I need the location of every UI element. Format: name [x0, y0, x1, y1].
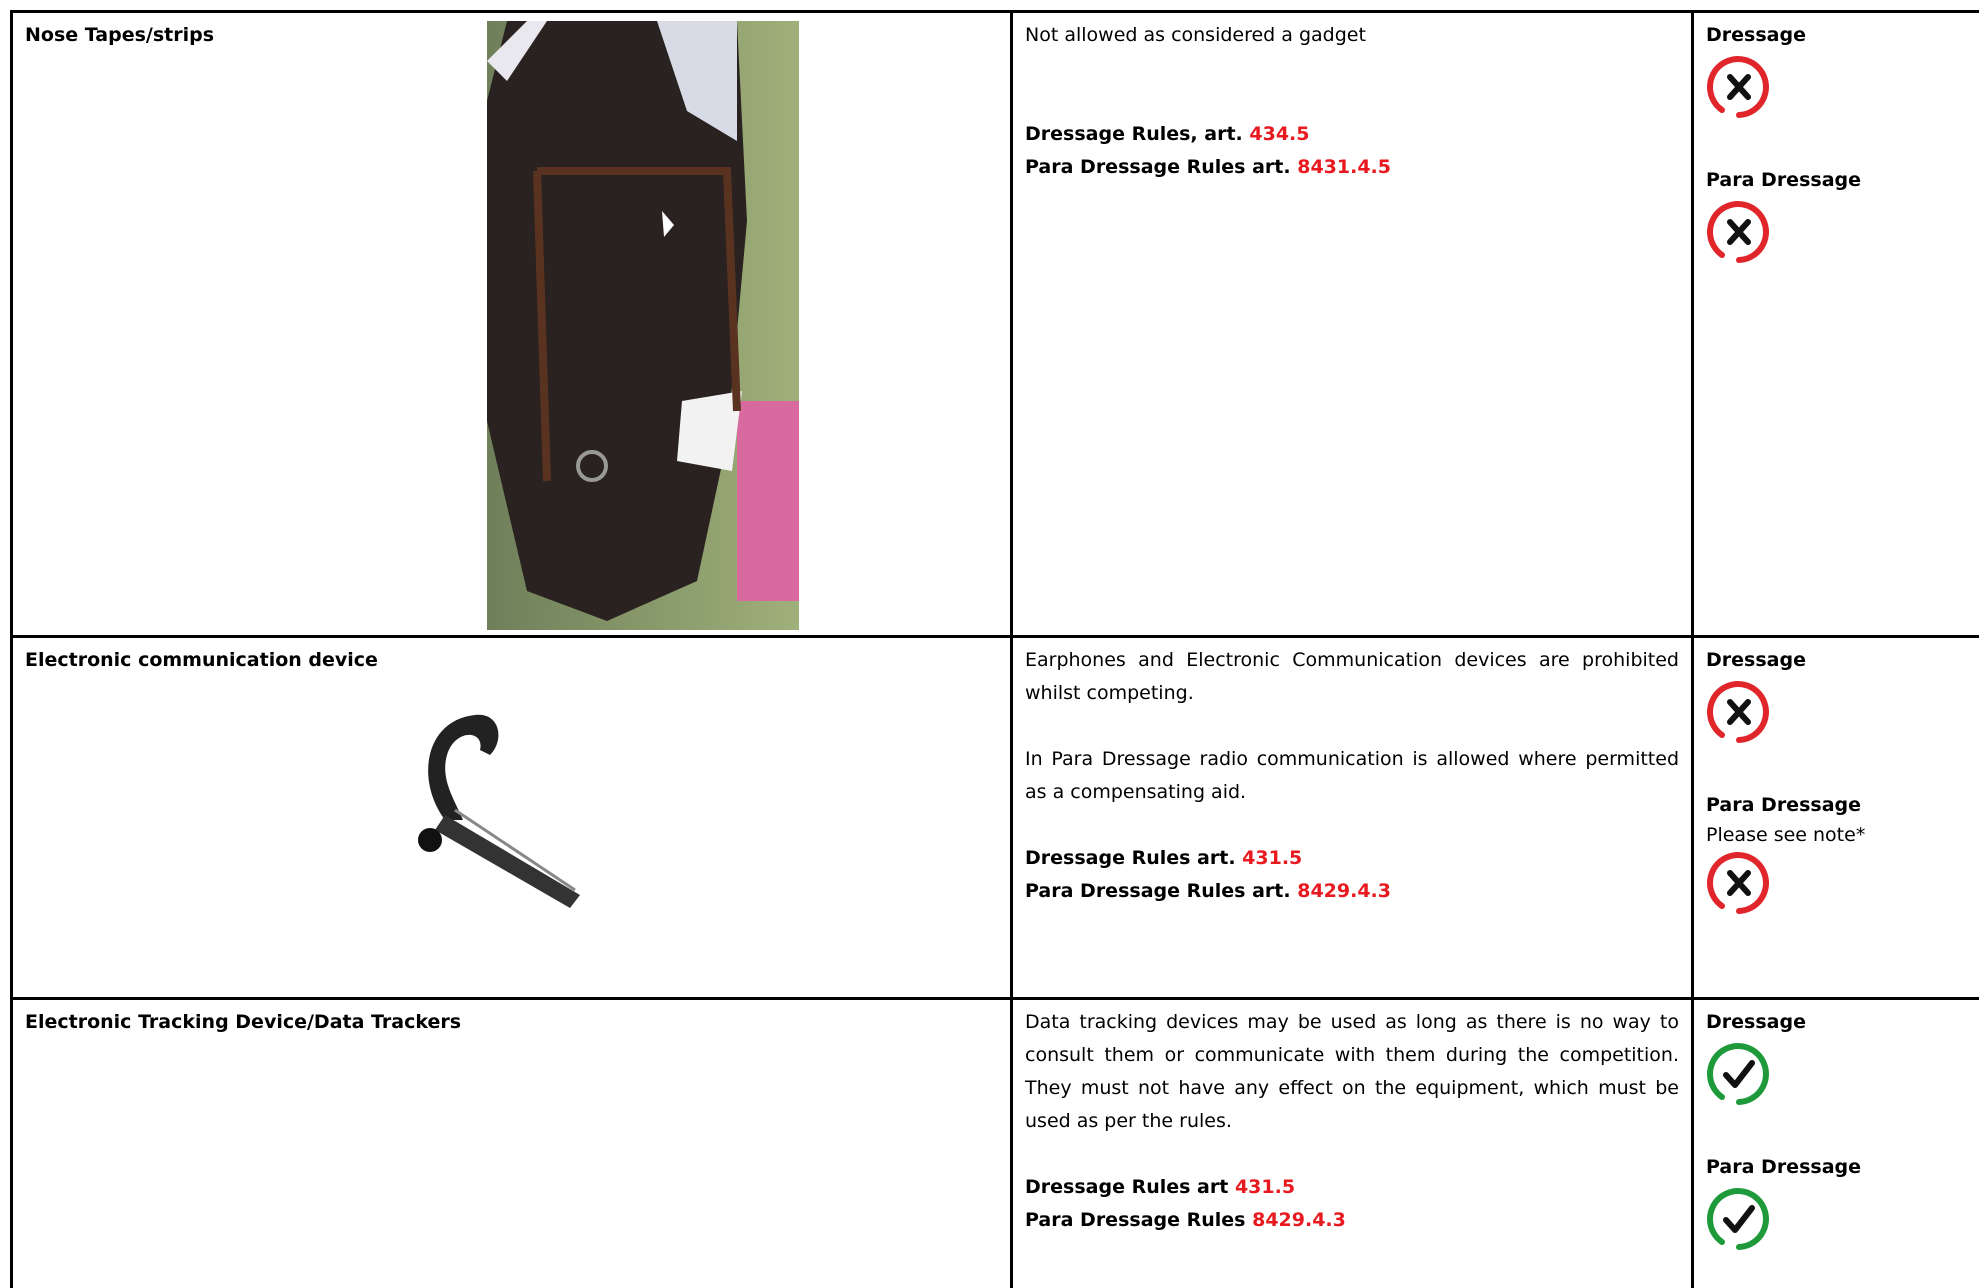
rule-label: Dressage Rules art. [1025, 847, 1236, 869]
description: Not allowed as considered a gadget [1025, 19, 1679, 52]
rule-refs: Dressage Rules, art. 434.5 Para Dressage … [1025, 118, 1679, 184]
item-name: Nose Tapes/strips [25, 24, 215, 46]
rule-article: 431.5 [1242, 847, 1303, 869]
rule-article: 8431.4.5 [1297, 156, 1391, 178]
description-cell: Not allowed as considered a gadget Dressa… [1010, 10, 1691, 635]
item-cell: Electronic communication device [10, 635, 1010, 997]
description-cell: Data tracking devices may be used as lon… [1010, 997, 1691, 1288]
rule-refs: Dressage Rules art 431.5 Para Dressage Ru… [1025, 1171, 1679, 1237]
description-paragraph: Earphones and Electronic Communication d… [1025, 649, 1679, 704]
rule-article: 8429.4.3 [1252, 1209, 1346, 1231]
prohibited-icon [1707, 681, 1769, 743]
prohibited-icon [1707, 56, 1769, 118]
description-paragraph: In Para Dressage radio communication is … [1025, 748, 1679, 803]
status-cell: Dressage Para Dressage Please see note* [1691, 635, 1979, 997]
rule-label: Para Dressage Rules art. [1025, 156, 1291, 178]
discipline: Dressage [1706, 649, 1806, 671]
rule-ref: Dressage Rules art 431.5 [1025, 1171, 1679, 1204]
discipline: Para Dressage [1706, 1156, 1861, 1178]
rule-label: Para Dressage Rules art. [1025, 880, 1291, 902]
discipline: Para Dressage [1706, 169, 1861, 191]
rule-refs: Dressage Rules art. 431.5 Para Dressage R… [1025, 842, 1679, 908]
rule-label: Dressage Rules art [1025, 1176, 1229, 1198]
rule-label: Dressage Rules, art. [1025, 123, 1243, 145]
description-cell: Earphones and Electronic Communication d… [1010, 635, 1691, 997]
rule-ref: Para Dressage Rules art. 8429.4.3 [1025, 875, 1679, 908]
description-paragraph: Data tracking devices may be used as lon… [1025, 1011, 1679, 1132]
description-paragraph: Not allowed as considered a gadget [1025, 24, 1366, 46]
description: Data tracking devices may be used as lon… [1025, 1006, 1679, 1138]
rule-article: 8429.4.3 [1297, 880, 1391, 902]
rule-ref: Dressage Rules art. 431.5 [1025, 842, 1679, 875]
item-name: Electronic communication device [25, 649, 378, 671]
discipline: Dressage [1706, 1011, 1806, 1033]
rule-article: 431.5 [1234, 1176, 1296, 1198]
status-cell: Dressage Para Dressage [1691, 997, 1979, 1288]
item-cell: Electronic Tracking Device/Data Trackers [10, 997, 1010, 1288]
discipline: Para Dressage [1706, 794, 1861, 816]
horse-photo [487, 21, 799, 630]
prohibited-icon [1707, 852, 1769, 914]
item-cell: Nose Tapes/strips [10, 10, 1010, 635]
discipline: Dressage [1706, 24, 1806, 46]
rule-ref: Para Dressage Rules 8429.4.3 [1025, 1204, 1679, 1237]
prohibited-icon [1707, 201, 1769, 263]
description: Earphones and Electronic Communication d… [1025, 644, 1679, 809]
status-note: Please see note* [1706, 824, 1866, 846]
item-name: Electronic Tracking Device/Data Trackers [25, 1011, 462, 1033]
rule-label: Para Dressage Rules [1025, 1209, 1246, 1231]
rule-ref: Dressage Rules, art. 434.5 [1025, 118, 1679, 151]
rule-article: 434.5 [1249, 123, 1310, 145]
allowed-icon [1707, 1043, 1769, 1105]
headset-photo [418, 714, 580, 908]
rule-ref: Para Dressage Rules art. 8431.4.5 [1025, 151, 1679, 184]
status-cell: Dressage Para Dressage [1691, 10, 1979, 635]
allowed-icon [1707, 1188, 1769, 1250]
